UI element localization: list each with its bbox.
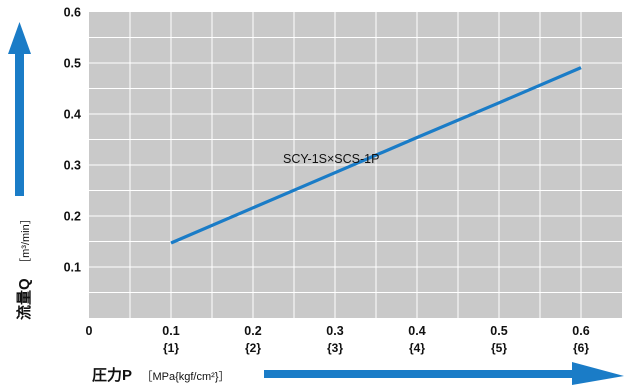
series-label: SCY-1S×SCS-1P bbox=[283, 152, 379, 166]
svg-text:流量Q ［m³/min］: 流量Q ［m³/min］ bbox=[15, 213, 33, 320]
x-tick-label: 0.5 bbox=[490, 324, 507, 338]
x-tick-label: 0.3 bbox=[326, 324, 343, 338]
y-tick-label: 0.4 bbox=[64, 108, 81, 122]
x-tick-label: 0.4 bbox=[408, 324, 425, 338]
y-axis-title: 流量Q ［m³/min］ bbox=[15, 213, 33, 320]
y-tick-label: 0.5 bbox=[64, 57, 81, 71]
x-axis-arrow bbox=[264, 362, 624, 385]
series-layer bbox=[170, 66, 582, 245]
y-arrow-shaft bbox=[15, 54, 24, 196]
x-tick-label: 0.6 bbox=[572, 324, 589, 338]
x-tick-sublabel: {3} bbox=[327, 341, 343, 355]
x-arrow-head bbox=[572, 362, 624, 385]
y-axis-title-unit: ［m³/min］ bbox=[19, 213, 32, 269]
x-axis-title: 圧力P ［MPa{kgf/cm²}］ bbox=[92, 366, 230, 384]
grid-lines bbox=[89, 12, 622, 318]
y-arrow-head bbox=[8, 22, 31, 54]
series-line-0 bbox=[170, 66, 582, 245]
x-axis-title-unit: ［MPa{kgf/cm²}］ bbox=[141, 370, 229, 383]
x-tick-sublabel: {1} bbox=[163, 341, 179, 355]
y-tick-label: 0.1 bbox=[64, 261, 81, 275]
x-tick-sublabel: {6} bbox=[573, 341, 589, 355]
y-tick-label: 0.6 bbox=[64, 6, 81, 20]
x-tick-label: 0.2 bbox=[244, 324, 261, 338]
y-axis-title-main: 流量Q bbox=[15, 278, 33, 320]
x-axis-title-main: 圧力P bbox=[92, 366, 132, 384]
x-tick-label: 0 bbox=[86, 324, 93, 338]
x-tick-sublabel: {5} bbox=[491, 341, 507, 355]
y-tick-label: 0.2 bbox=[64, 210, 81, 224]
y-axis-arrow bbox=[8, 22, 31, 196]
x-tick-label: 0.1 bbox=[162, 324, 179, 338]
svg-text:圧力P ［MPa{kgf/cm²}］: 圧力P ［MPa{kgf/cm²}］ bbox=[92, 366, 230, 384]
y-tick-label: 0.3 bbox=[64, 159, 81, 173]
x-tick-sublabel: {4} bbox=[409, 341, 425, 355]
y-tick-labels: 0.1 0.2 0.3 0.4 0.5 0.6 bbox=[64, 6, 81, 275]
x-arrow-shaft bbox=[264, 370, 580, 378]
x-tick-labels: 0 0.1 {1} 0.2 {2} 0.3 {3} 0.4 {4} 0.5 {5} 0.6 {6} bbox=[86, 324, 590, 355]
x-tick-sublabel: {2} bbox=[245, 341, 261, 355]
